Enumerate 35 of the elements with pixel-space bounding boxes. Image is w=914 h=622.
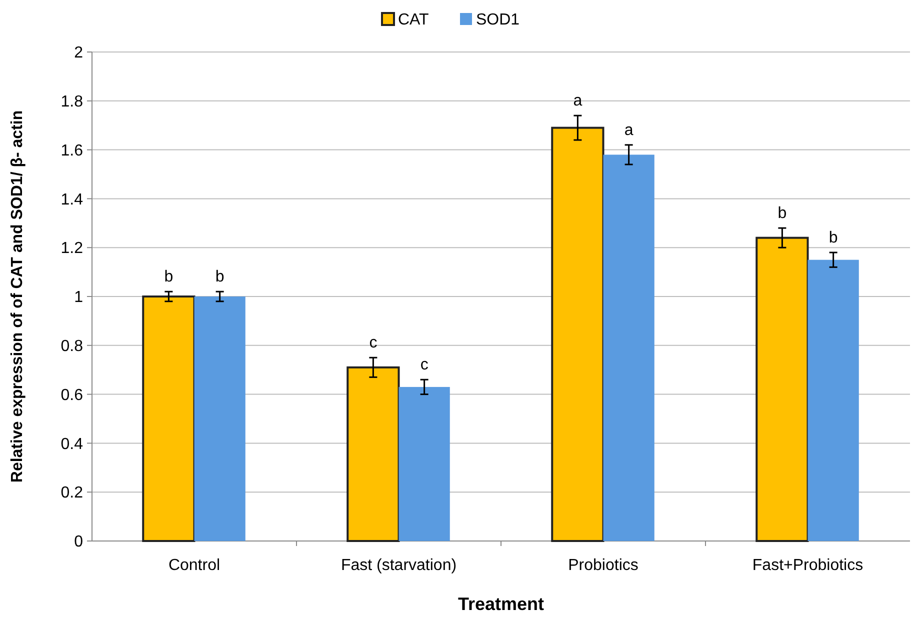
- x-axis-title: Treatment: [458, 594, 544, 614]
- annotation: c: [420, 356, 428, 374]
- annotation: b: [828, 229, 838, 246]
- y-tick-label: 2: [74, 44, 84, 62]
- x-tick-label: Probiotics: [568, 557, 638, 574]
- annotation: a: [573, 92, 582, 110]
- annotation: c: [369, 334, 378, 352]
- y-tick-label: 1.2: [60, 240, 84, 258]
- bar: [808, 260, 859, 541]
- y-tick-label: 0.8: [60, 338, 84, 355]
- annotation: b: [778, 205, 787, 222]
- y-tick-label: 0.4: [60, 436, 84, 453]
- y-tick-label: 0.2: [60, 484, 84, 502]
- legend-label: CAT: [398, 12, 430, 29]
- annotation: a: [624, 122, 634, 139]
- x-tick-label: Control: [168, 557, 220, 574]
- bar: [756, 236, 809, 542]
- bar: [398, 386, 450, 541]
- y-tick-label: 1.4: [60, 191, 84, 208]
- legend-label: SOD1: [476, 12, 520, 29]
- y-tick-label: 1.8: [60, 94, 84, 110]
- annotation: b: [164, 268, 174, 286]
- y-axis-title: Relative expression of of CAT and SOD1/ β- actin: [9, 110, 26, 483]
- y-tick-label: 1.6: [60, 142, 84, 160]
- x-tick-label: Fast (starvation): [340, 557, 457, 574]
- bar: [346, 366, 400, 542]
- bar: [194, 296, 246, 541]
- y-tick-label: 1: [74, 289, 84, 306]
- bar: [551, 126, 604, 542]
- x-tick-label: Fast+Probiotics: [752, 557, 864, 574]
- y-tick-label: 0: [74, 534, 84, 551]
- y-tick-label: 0.6: [60, 386, 84, 404]
- bar: [603, 154, 654, 541]
- bar: [142, 296, 196, 542]
- annotation: b: [215, 268, 224, 286]
